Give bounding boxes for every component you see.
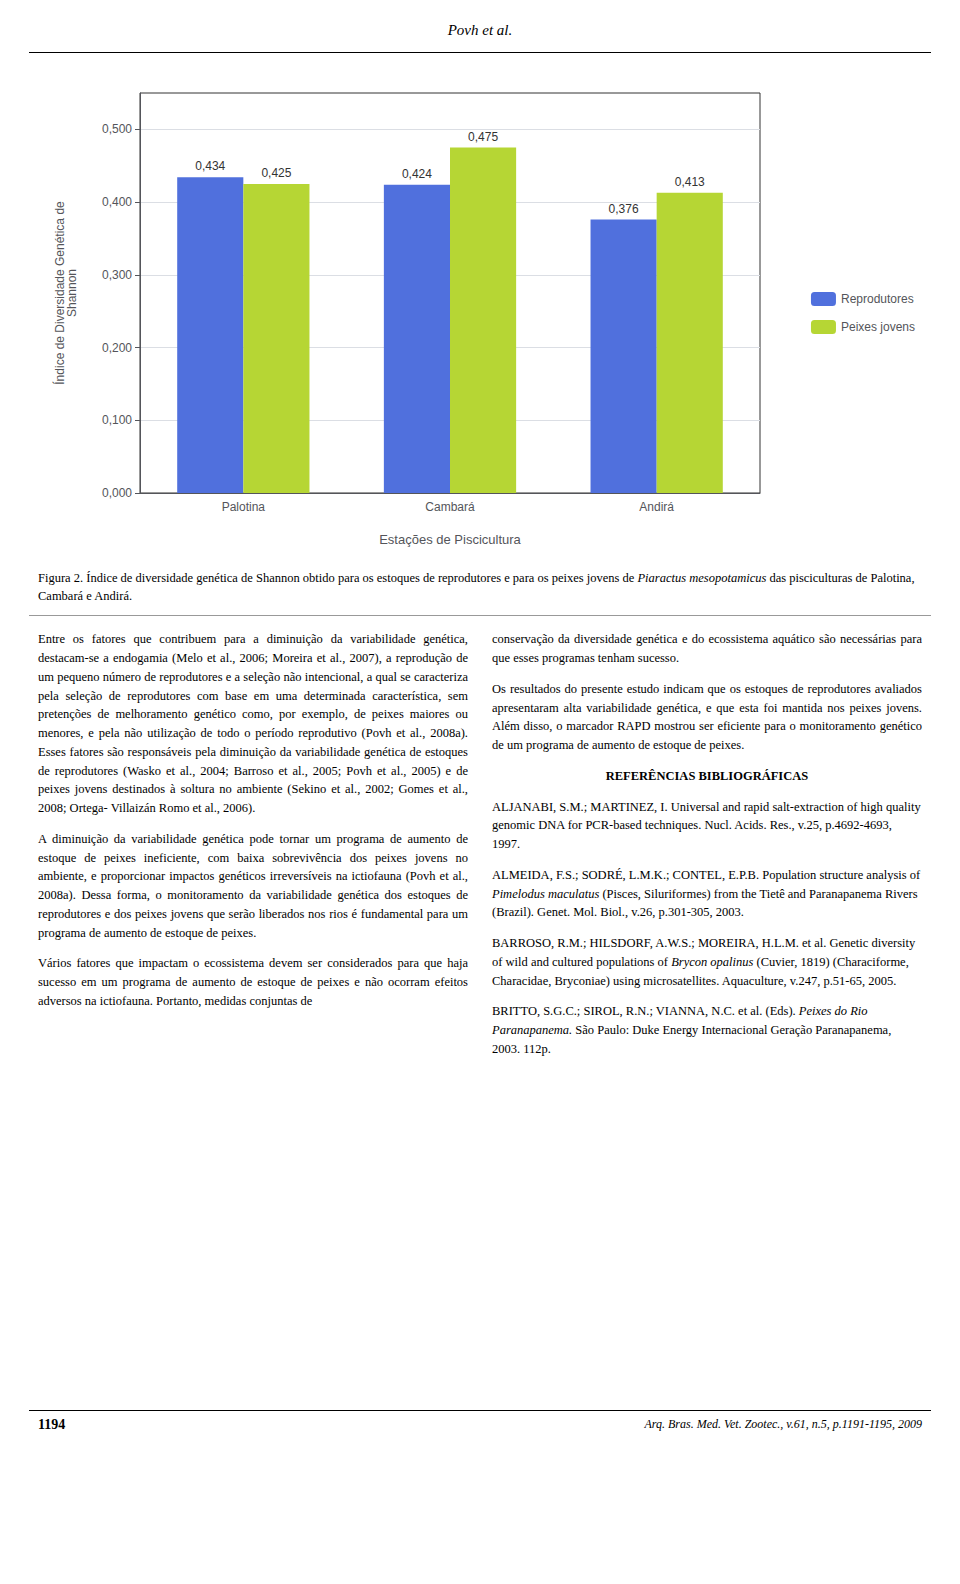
html-text:REFERÊNCIAS BIBLIOGRÁFICAS: REFERÊNCIAS BIBLIOGRÁFICAS [605,768,809,783]
svg-text:0,413: 0,413 [675,175,705,189]
svg-text:0,300: 0,300 [102,268,132,282]
svg-text:Palotina: Palotina [222,500,266,514]
svg-text:0,424: 0,424 [402,167,432,181]
html-text:Entre os fatores que contribue: Entre os fatores que contribuem para a d… [38,632,468,815]
svg-text:Índice de Diversidade Genética: Índice de Diversidade Genética de [53,201,67,385]
svg-text:Peixes jovens: Peixes jovens [841,320,915,334]
html-text:Vários fatores que impactam o: Vários fatores que impactam o ecossistem… [38,956,468,1008]
svg-text:Cambará: Cambará [425,500,475,514]
html-text:Arq. Bras. Med. Vet. Zootec.,: Arq. Bras. Med. Vet. Zootec., v.61, n.5,… [644,1417,922,1432]
svg-text:Shannon: Shannon [65,269,79,317]
html-text:A diminuição da variabilidade: A diminuição da variabilidade genética p… [38,831,468,940]
svg-text:0,475: 0,475 [468,130,498,144]
svg-text:0,400: 0,400 [102,195,132,209]
html-text:conservação da diversidade gen: conservação da diversidade genética e do… [492,632,922,665]
html-text:BRITTO, S.G.C.; SIROL, R.N.; V: BRITTO, S.G.C.; SIROL, R.N.; VIANNA, N.C… [492,1004,892,1056]
html-text:Os resultados do presente estu: Os resultados do presente estudo indicam… [492,681,922,752]
html-text:ALJANABI, S.M.; MARTINEZ, I. U: ALJANABI, S.M.; MARTINEZ, I. Universal a… [492,799,921,851]
svg-text:Andirá: Andirá [639,500,674,514]
html-text:1194: 1194 [38,1417,66,1433]
svg-text:0,200: 0,200 [102,341,132,355]
html-text:Pimelodus maculatus (Pisces, S: Pimelodus maculatus (Pisces, Siluriforme… [492,886,918,920]
html-text:ALMEIDA, F.S.; SODRÉ, L.M.K.;: ALMEIDA, F.S.; SODRÉ, L.M.K.; CONTEL, E.… [492,867,921,882]
svg-text:0,376: 0,376 [609,202,639,216]
svg-text:Estações de Piscicultura: Estações de Piscicultura [379,532,521,547]
svg-text:0,500: 0,500 [102,122,132,136]
svg-text:0,434: 0,434 [195,159,225,173]
svg-text:Reprodutores: Reprodutores [841,292,914,306]
html-text:Povh et al.: Povh et al. [447,22,513,38]
svg-text:0,000: 0,000 [102,486,132,500]
svg-text:0,100: 0,100 [102,413,132,427]
html-text:Figura 2. Índice de diversidad: Figura 2. Índice de diversidade genética… [38,571,915,604]
html-text:BARROSO, R.M.; HILSDORF, A.W.S: BARROSO, R.M.; HILSDORF, A.W.S.; MOREIRA… [492,936,916,988]
svg-text:0,425: 0,425 [261,166,291,180]
